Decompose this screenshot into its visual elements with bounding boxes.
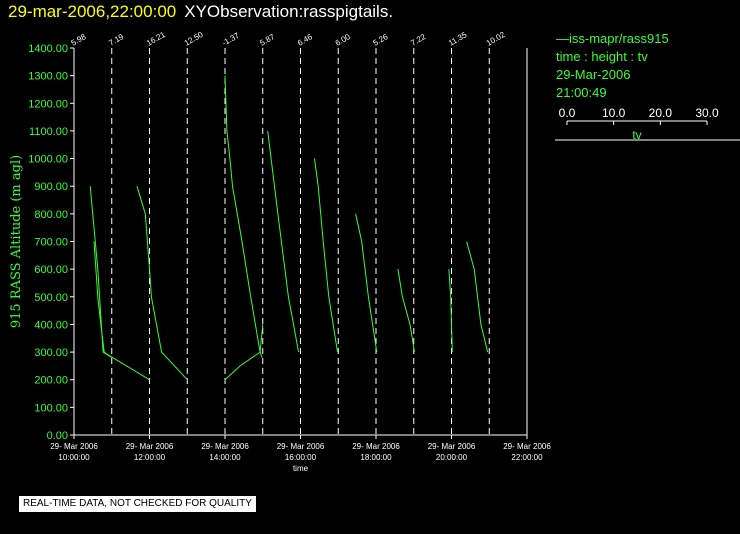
legend-scale-tick-label: 30.0 <box>695 106 719 120</box>
profile-label: 11.35 <box>447 30 469 48</box>
profile-label: 5.87 <box>258 32 276 48</box>
header-observation: XYObservation:rasspigtails. <box>184 2 394 21</box>
profile-label: 7.19 <box>107 32 125 48</box>
y-tick-label: 300.00 <box>34 347 68 359</box>
tv-profile-trace <box>448 269 453 353</box>
y-tick-label: 0.00 <box>47 430 68 442</box>
x-tick-time: 10:00:00 <box>58 453 90 462</box>
profile-label: 6.46 <box>296 32 314 48</box>
x-tick-time: 14:00:00 <box>209 453 241 462</box>
profile-label: 7.22 <box>409 32 427 48</box>
x-tick-time: 18:00:00 <box>360 453 392 462</box>
profile-label: 5.26 <box>372 32 390 48</box>
y-axis-label: 915 RASS Altitude (m agl) <box>9 155 24 328</box>
profile-label: 10.02 <box>485 30 507 48</box>
tv-profile-trace <box>224 75 263 358</box>
x-tick-date: 29- Mar 2006 <box>277 442 325 451</box>
tv-profile-trace <box>314 158 338 353</box>
tv-profile-trace <box>355 213 378 353</box>
x-tick-date: 29- Mar 2006 <box>428 442 476 451</box>
x-tick-date: 29- Mar 2006 <box>126 442 174 451</box>
tv-profile-trace <box>267 130 300 353</box>
legend-scale-tick-label: 10.0 <box>602 106 626 120</box>
legend-scale-tick-label: 0.0 <box>559 106 576 120</box>
y-tick-label: 700.00 <box>34 237 68 249</box>
legend-description: time : height : tv <box>556 49 648 64</box>
x-tick-date: 29- Mar 2006 <box>352 442 400 451</box>
profile-label: 12.50 <box>183 30 205 48</box>
profile-label: -1.37 <box>221 31 242 48</box>
profile-label: 6.00 <box>334 32 352 48</box>
y-tick-label: 900.00 <box>34 181 68 193</box>
x-tick-time: 20:00:00 <box>436 453 468 462</box>
header-timestamp: 29-mar-2006,22:00:00 <box>8 2 177 21</box>
tv-profile-trace <box>224 324 264 381</box>
tv-profile-trace <box>89 186 113 359</box>
y-tick-label: 1300.00 <box>28 71 68 83</box>
profile-label: 5.98 <box>70 32 88 48</box>
tv-profile-trace <box>136 186 188 381</box>
tv-profile-trace <box>466 241 489 353</box>
y-tick-label: 100.00 <box>34 402 68 414</box>
x-tick-date: 29- Mar 2006 <box>50 442 98 451</box>
tv-profile-trace <box>397 269 415 353</box>
y-tick-label: 800.00 <box>34 209 68 221</box>
legend-scale-tick-label: 20.0 <box>649 106 673 120</box>
legend-scale-label: tv <box>632 128 641 142</box>
header-title: 29-mar-2006,22:00:00 XYObservation:rasspi… <box>8 2 393 22</box>
y-tick-label: 500.00 <box>34 292 68 304</box>
y-tick-label: 600.00 <box>34 264 68 276</box>
legend-date: 29-Mar-2006 <box>556 67 631 82</box>
tv-profile-trace <box>93 241 150 381</box>
x-tick-time: 12:00:00 <box>134 453 166 462</box>
legend-time: 21:00:49 <box>556 85 607 100</box>
quality-notice: REAL-TIME DATA, NOT CHECKED FOR QUALITY <box>19 496 256 512</box>
x-tick-date: 29- Mar 2006 <box>503 442 551 451</box>
y-tick-label: 1200.00 <box>28 98 68 110</box>
x-tick-time: 16:00:00 <box>285 453 317 462</box>
y-tick-label: 1100.00 <box>29 126 68 138</box>
legend: —iss-mapr/rass915 time : height : tv 29-… <box>556 30 740 102</box>
x-tick-time: 22:00:00 <box>511 453 543 462</box>
legend-series-name: iss-mapr/rass915 <box>569 31 669 46</box>
y-tick-label: 1000.00 <box>28 154 68 166</box>
y-tick-label: 1400.00 <box>28 43 68 55</box>
y-tick-label: 400.00 <box>34 319 68 331</box>
y-tick-label: 200.00 <box>34 375 68 387</box>
x-axis-label: time <box>293 464 309 473</box>
profile-label: 16.21 <box>145 30 167 48</box>
legend-series: —iss-mapr/rass915 <box>556 31 669 46</box>
x-tick-date: 29- Mar 2006 <box>201 442 249 451</box>
